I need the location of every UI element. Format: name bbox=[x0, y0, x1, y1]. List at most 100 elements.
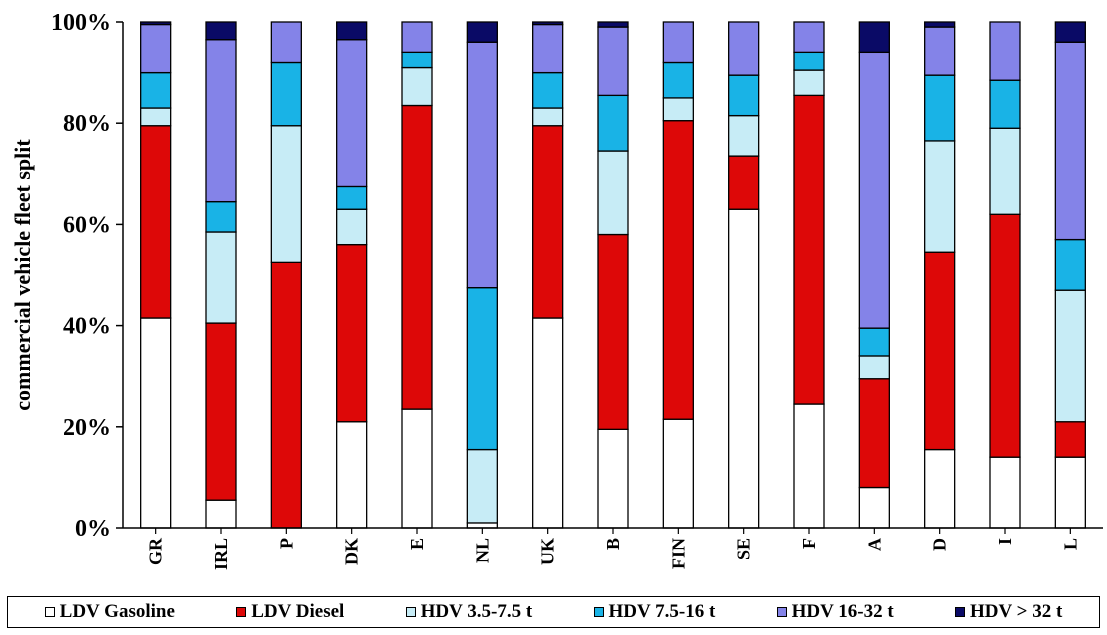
bar-segment bbox=[728, 21, 760, 76]
x-axis: GR IRL P DK E NL UK B FIN SE F A D I L bbox=[123, 527, 1103, 570]
bar-segment bbox=[989, 21, 1021, 81]
bar-segment bbox=[401, 104, 433, 410]
bar-segment bbox=[270, 125, 302, 263]
bar-segment bbox=[1054, 421, 1086, 458]
bar-segment bbox=[597, 150, 629, 236]
bar-segment bbox=[205, 39, 237, 203]
bar-segment bbox=[140, 23, 172, 74]
y-axis: 0% 20% 40% 60% 80% 100% bbox=[51, 10, 124, 542]
bar-segment bbox=[140, 71, 172, 109]
bar-segment bbox=[728, 208, 760, 529]
bar-segment bbox=[270, 61, 302, 127]
legend-item: HDV 7.5-16 t bbox=[593, 601, 716, 623]
legend-label: HDV > 32 t bbox=[970, 601, 1063, 622]
bar-segment bbox=[401, 51, 433, 69]
bar-segment bbox=[924, 74, 956, 142]
bar-segment bbox=[336, 21, 368, 41]
bar-segment bbox=[662, 97, 694, 122]
bar-segment bbox=[858, 327, 890, 357]
bar-segment bbox=[924, 140, 956, 253]
legend-label: HDV 7.5-16 t bbox=[608, 601, 716, 622]
x-tick-label: IRL bbox=[211, 538, 231, 570]
bar-segment bbox=[336, 39, 368, 188]
bar-segment bbox=[466, 448, 498, 524]
bar-segment bbox=[662, 418, 694, 529]
bar-segment bbox=[140, 125, 172, 319]
legend-item: HDV 3.5-7.5 t bbox=[405, 601, 532, 623]
bar-segment bbox=[597, 26, 629, 97]
legend: LDV Gasoline LDV Diesel HDV 3.5-7.5 t HDV 7… bbox=[7, 596, 1100, 628]
bar-segment bbox=[401, 408, 433, 529]
bar-segment bbox=[793, 21, 825, 54]
bar-segment bbox=[662, 61, 694, 99]
bar-segment bbox=[140, 317, 172, 529]
bar-segment bbox=[662, 120, 694, 420]
y-tick-label: 20% bbox=[63, 415, 111, 441]
bar-segment bbox=[924, 251, 956, 451]
bar-segment bbox=[205, 499, 237, 529]
bar-segment bbox=[532, 23, 564, 74]
bar-segment bbox=[205, 231, 237, 324]
bar-segment bbox=[205, 322, 237, 501]
x-tick-label: A bbox=[864, 538, 884, 551]
bar-segment bbox=[793, 51, 825, 71]
bar-segment bbox=[336, 243, 368, 423]
bar-segment bbox=[532, 317, 564, 529]
bar-segment bbox=[924, 26, 956, 76]
y-tick-label: 40% bbox=[63, 314, 111, 340]
bars-group bbox=[140, 21, 1086, 529]
bar-segment bbox=[140, 21, 172, 26]
y-tick-label: 60% bbox=[63, 212, 111, 238]
x-tick-label: UK bbox=[538, 538, 558, 565]
bar-segment bbox=[597, 94, 629, 152]
legend-swatch bbox=[405, 607, 416, 617]
x-tick-label: B bbox=[603, 538, 623, 550]
bar-segment bbox=[1054, 238, 1086, 291]
legend-label: LDV Diesel bbox=[251, 601, 345, 622]
x-tick-label: F bbox=[799, 538, 819, 549]
bar-segment bbox=[1054, 21, 1086, 43]
bar-segment bbox=[401, 66, 433, 107]
bar-segment bbox=[1054, 41, 1086, 241]
x-tick-label: NL bbox=[472, 538, 492, 563]
bar-segment bbox=[793, 69, 825, 97]
bar-segment bbox=[466, 286, 498, 451]
x-tick-label: I bbox=[995, 538, 1015, 545]
x-tick-label: L bbox=[1060, 538, 1080, 550]
x-tick-label: E bbox=[407, 538, 427, 550]
bar-segment bbox=[336, 421, 368, 529]
bar-segment bbox=[336, 208, 368, 246]
bar-segment bbox=[466, 21, 498, 43]
bar-segment bbox=[793, 94, 825, 405]
bar-segment bbox=[466, 522, 498, 529]
x-tick-label: SE bbox=[734, 538, 754, 560]
bar-segment bbox=[532, 125, 564, 319]
bar-segment bbox=[205, 21, 237, 41]
legend-item: HDV 16-32 t bbox=[776, 601, 894, 623]
legend-item: LDV Diesel bbox=[236, 601, 344, 623]
y-tick-label: 80% bbox=[63, 111, 111, 137]
bar-segment bbox=[1054, 289, 1086, 423]
bar-segment bbox=[728, 114, 760, 157]
legend-item: HDV > 32 t bbox=[955, 601, 1062, 623]
bar-segment bbox=[532, 71, 564, 109]
bar-segment bbox=[858, 355, 890, 380]
x-tick-label: DK bbox=[342, 538, 362, 565]
legend-label: LDV Gasoline bbox=[59, 601, 175, 622]
bar-segment bbox=[989, 79, 1021, 129]
y-tick-label: 0% bbox=[75, 516, 111, 542]
bar-segment bbox=[989, 127, 1021, 215]
y-tick-label: 100% bbox=[51, 10, 111, 36]
bar-segment bbox=[532, 107, 564, 127]
bar-segment bbox=[924, 21, 956, 28]
legend-item: LDV Gasoline bbox=[44, 601, 175, 623]
bar-segment bbox=[401, 21, 433, 54]
bar-segment bbox=[858, 378, 890, 489]
bar-segment bbox=[597, 428, 629, 529]
bar-segment bbox=[597, 233, 629, 430]
x-tick-label: P bbox=[276, 538, 296, 549]
bar-segment bbox=[140, 107, 172, 127]
bar-segment bbox=[205, 200, 237, 233]
bar-segment bbox=[858, 51, 890, 329]
